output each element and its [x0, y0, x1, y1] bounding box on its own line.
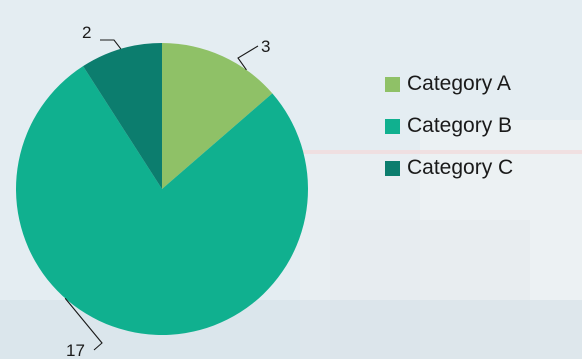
data-label-category-b: 17: [66, 341, 85, 359]
pie-data-labels: 3 17 2: [64, 23, 270, 359]
pie-slice-category-b[interactable]: [16, 66, 308, 335]
leader-line-category-c: [100, 39, 122, 50]
legend-label-category-c: Category C: [407, 156, 514, 179]
data-label-category-c: 2: [82, 23, 91, 42]
legend-swatch-category-b: [385, 118, 400, 134]
data-label-category-a: 3: [261, 37, 270, 56]
leader-line-category-a: [237, 45, 259, 71]
pie-slices: [16, 43, 308, 335]
legend-swatch-category-c: [385, 160, 400, 176]
leader-line-category-b: [64, 297, 103, 351]
pie-slice-category-a[interactable]: [162, 43, 273, 189]
legend-item-category-a[interactable]: Category A: [385, 63, 513, 105]
pie-slice-category-c[interactable]: [83, 43, 162, 189]
legend-item-category-c[interactable]: Category C: [385, 147, 513, 189]
legend-swatch-category-a: [385, 76, 400, 92]
legend-label-category-a: Category A: [407, 72, 511, 95]
legend: Category A Category B Category C: [385, 63, 513, 189]
legend-label-category-b: Category B: [407, 114, 513, 137]
legend-item-category-b[interactable]: Category B: [385, 105, 513, 147]
